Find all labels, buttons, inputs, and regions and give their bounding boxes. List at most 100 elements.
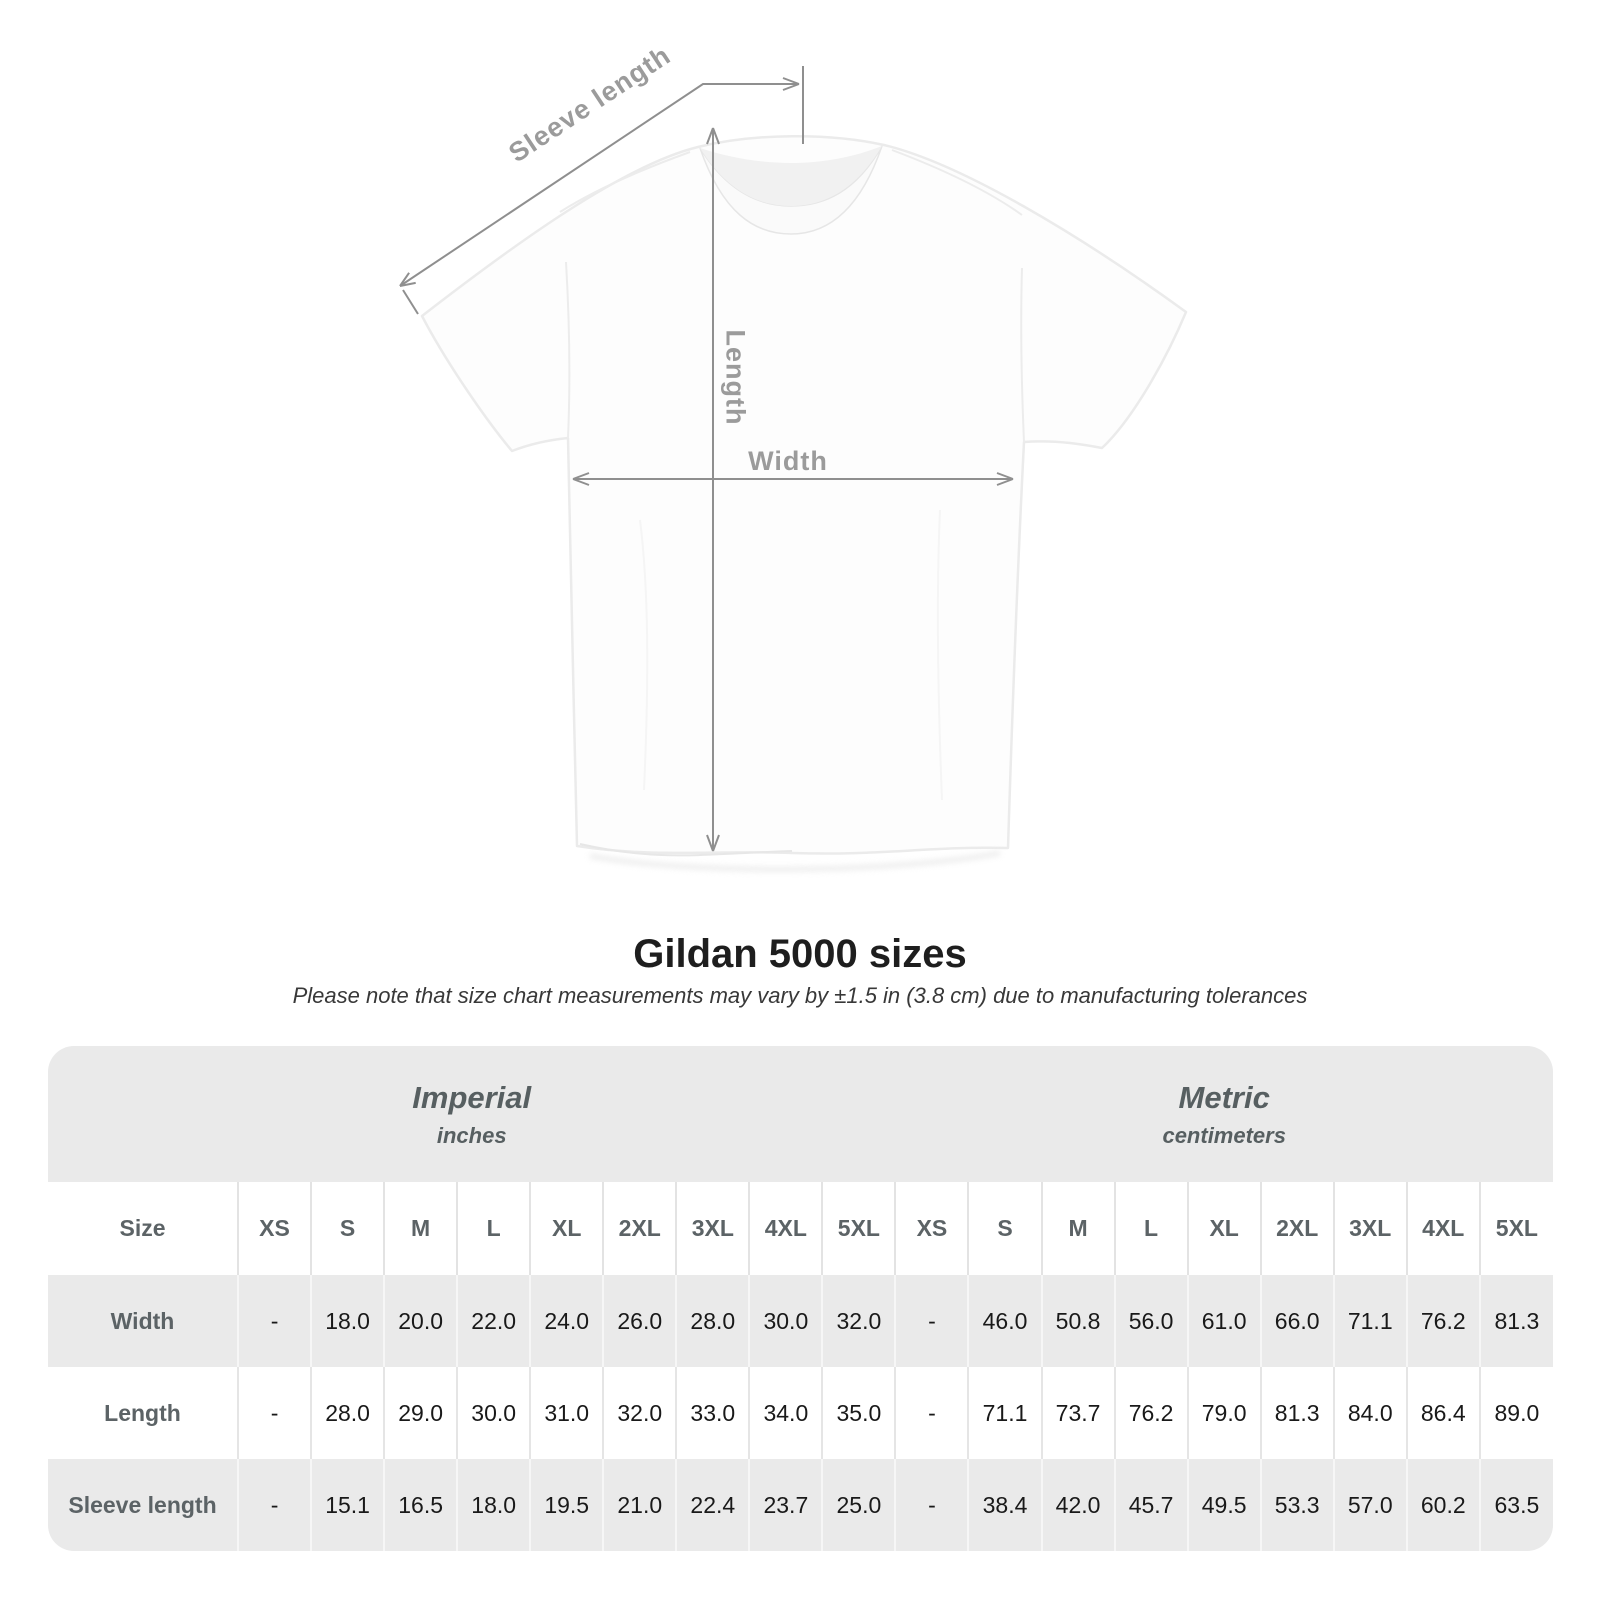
size-header-cell: L <box>1113 1182 1188 1275</box>
measurement-cell: 71.1 <box>967 1367 1042 1459</box>
measurement-cell: 34.0 <box>748 1367 823 1459</box>
measurement-cell: 22.0 <box>456 1275 531 1367</box>
size-table: Imperial inches Metric centimeters Size … <box>48 1046 1553 1551</box>
size-header-cell: XS <box>894 1182 969 1275</box>
measurement-cell: 28.0 <box>310 1367 385 1459</box>
measurement-cell: 79.0 <box>1186 1367 1261 1459</box>
size-header-cell: 3XL <box>675 1182 750 1275</box>
row-label: Width <box>48 1275 238 1367</box>
measurement-cell: 21.0 <box>602 1459 677 1551</box>
measurement-cell: 33.0 <box>675 1367 750 1459</box>
tshirt-outline <box>420 135 1188 855</box>
imperial-group-header: Imperial inches <box>48 1046 896 1182</box>
page-title: Gildan 5000 sizes <box>633 932 967 976</box>
measurement-cell: 19.5 <box>529 1459 604 1551</box>
sleeve-length-arrow <box>399 66 804 315</box>
tolerance-note: Please note that size chart measurements… <box>292 983 1308 1008</box>
size-header-cell: M <box>1040 1182 1115 1275</box>
width-label: Width <box>748 446 828 476</box>
measurement-cell: 45.7 <box>1113 1459 1188 1551</box>
size-header-cell: 5XL <box>821 1182 896 1275</box>
measurement-cell: 15.1 <box>310 1459 385 1551</box>
measurement-cell: 56.0 <box>1113 1275 1188 1367</box>
measurement-cell: 30.0 <box>456 1367 531 1459</box>
unit-group-header-row: Imperial inches Metric centimeters <box>48 1046 1553 1182</box>
size-header-cell: S <box>310 1182 385 1275</box>
size-header-row: Size XS S M L XL 2XL 3XL 4XL 5XL XS S M … <box>48 1182 1553 1275</box>
measurement-cell: - <box>236 1275 312 1367</box>
measurement-cell: 63.5 <box>1478 1459 1553 1551</box>
measurement-cell: 60.2 <box>1405 1459 1480 1551</box>
measurement-cell: 16.5 <box>383 1459 458 1551</box>
measurement-cell: 28.0 <box>675 1275 750 1367</box>
metric-group-label: Metric <box>1178 1079 1270 1115</box>
size-header-cell: L <box>456 1182 531 1275</box>
measurement-cell: 20.0 <box>383 1275 458 1367</box>
measurement-cell: 35.0 <box>821 1367 896 1459</box>
measurement-cell: 66.0 <box>1259 1275 1334 1367</box>
measurement-cell: 53.3 <box>1259 1459 1334 1551</box>
measurement-cell: 18.0 <box>456 1459 531 1551</box>
measurement-cell: 30.0 <box>748 1275 823 1367</box>
measurement-cell: 81.3 <box>1259 1367 1334 1459</box>
measurement-cell: 42.0 <box>1040 1459 1115 1551</box>
size-header-cell: 4XL <box>748 1182 823 1275</box>
row-label: Length <box>48 1367 238 1459</box>
size-header-cell: XS <box>236 1182 312 1275</box>
size-header-cell: S <box>967 1182 1042 1275</box>
measurement-cell: 84.0 <box>1332 1367 1407 1459</box>
measurement-cell: - <box>236 1367 312 1459</box>
measurement-cell: 23.7 <box>748 1459 823 1551</box>
collar-inner-shadow <box>700 146 882 206</box>
size-header-cell: M <box>383 1182 458 1275</box>
measurement-cell: 73.7 <box>1040 1367 1115 1459</box>
measurement-cell: - <box>894 1367 969 1459</box>
size-header-cell: XL <box>529 1182 604 1275</box>
measurement-cell: 76.2 <box>1113 1367 1188 1459</box>
measurement-cell: 32.0 <box>602 1367 677 1459</box>
measurement-cell: 49.5 <box>1186 1459 1261 1551</box>
seam-lines <box>559 149 1025 857</box>
row-label: Sleeve length <box>48 1459 238 1551</box>
measurement-cell: 57.0 <box>1332 1459 1407 1551</box>
measurement-cell: 76.2 <box>1405 1275 1480 1367</box>
measurement-cell: 26.0 <box>602 1275 677 1367</box>
length-label: Length <box>720 329 751 426</box>
tshirt-diagram <box>399 66 1188 872</box>
measurement-cell: - <box>894 1459 969 1551</box>
size-column-header: Size <box>48 1182 238 1275</box>
measurement-cell: 25.0 <box>821 1459 896 1551</box>
size-header-cell: 3XL <box>1332 1182 1407 1275</box>
metric-group-header: Metric centimeters <box>895 1046 1553 1182</box>
size-header-cell: 5XL <box>1478 1182 1553 1275</box>
table-row-width: Width - 18.0 20.0 22.0 24.0 26.0 28.0 30… <box>48 1275 1553 1367</box>
measurement-cell: 24.0 <box>529 1275 604 1367</box>
imperial-group-label: Imperial <box>412 1079 532 1115</box>
length-arrow <box>706 127 720 852</box>
measurement-cell: 29.0 <box>383 1367 458 1459</box>
measurement-cell: 86.4 <box>1405 1367 1480 1459</box>
measurement-cell: 50.8 <box>1040 1275 1115 1367</box>
measurement-cell: 46.0 <box>967 1275 1042 1367</box>
measurement-cell: - <box>894 1275 969 1367</box>
hem-shadow <box>589 850 1001 872</box>
measurement-cell: 71.1 <box>1332 1275 1407 1367</box>
imperial-unit-label: inches <box>436 1122 507 1148</box>
measurement-cell: 89.0 <box>1478 1367 1553 1459</box>
size-table-grid: Imperial inches Metric centimeters Size … <box>48 1046 1553 1551</box>
measurement-cell: 32.0 <box>821 1275 896 1367</box>
metric-unit-label: centimeters <box>1162 1122 1286 1148</box>
measurement-cell: 61.0 <box>1186 1275 1261 1367</box>
table-row-sleeve-length: Sleeve length - 15.1 16.5 18.0 19.5 21.0… <box>48 1459 1553 1551</box>
size-header-cell: XL <box>1186 1182 1261 1275</box>
size-header-cell: 2XL <box>1259 1182 1334 1275</box>
measurement-cell: 38.4 <box>967 1459 1042 1551</box>
measurement-cell: - <box>236 1459 312 1551</box>
size-header-cell: 2XL <box>602 1182 677 1275</box>
size-header-cell: 4XL <box>1405 1182 1480 1275</box>
width-arrow <box>572 472 1014 486</box>
measurement-cell: 18.0 <box>310 1275 385 1367</box>
measurement-cell: 22.4 <box>675 1459 750 1551</box>
table-row-length: Length - 28.0 29.0 30.0 31.0 32.0 33.0 3… <box>48 1367 1553 1459</box>
